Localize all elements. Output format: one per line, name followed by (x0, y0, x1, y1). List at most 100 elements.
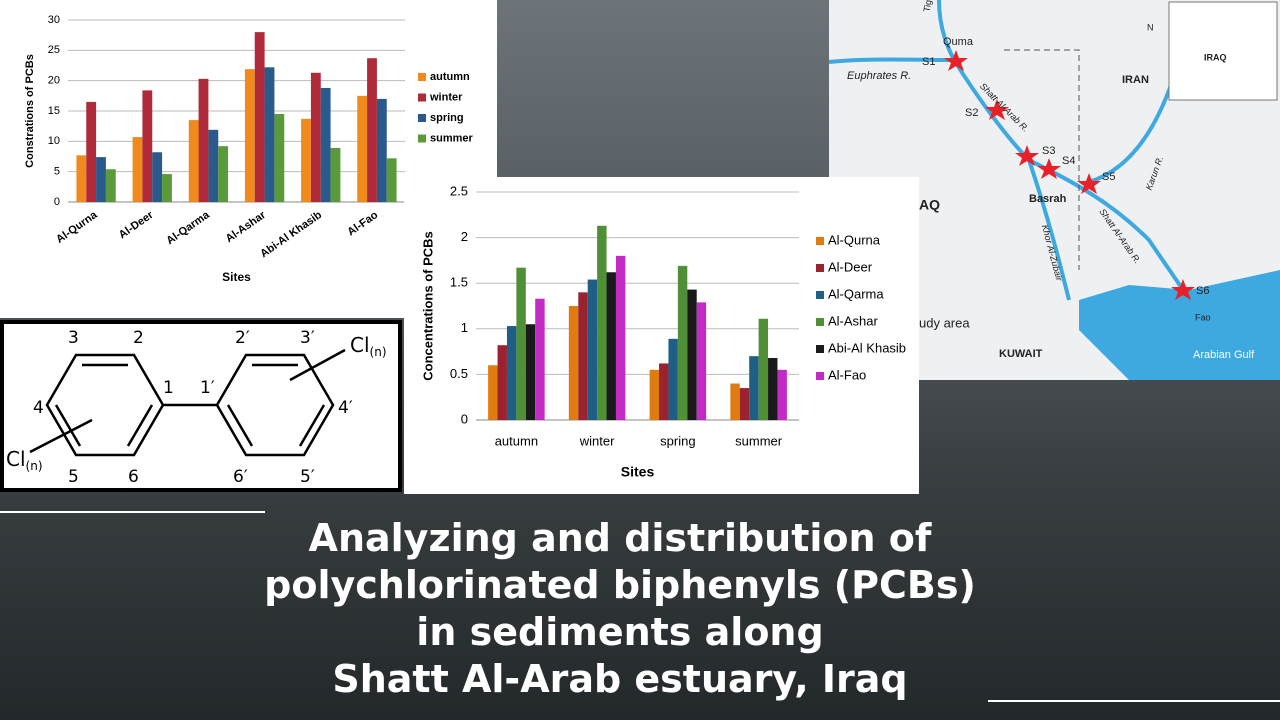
bar (96, 157, 106, 202)
x-tick-label: Al-Ashar (224, 209, 269, 246)
bar (386, 158, 397, 202)
y-axis-label: Constrations of PCBs (24, 54, 36, 168)
y-tick-label: 2.5 (450, 183, 468, 198)
legend-label: Al-Qurna (828, 232, 881, 247)
map-label: Quma (943, 36, 974, 48)
chart-sites: 0 5 10 15 20 25 30 Al-Qurna Al-Deer Al-Qarma Al-As… (0, 0, 497, 318)
title-line: Analyzing and distribution of (308, 516, 932, 560)
bar (274, 114, 285, 202)
bar (687, 289, 697, 420)
atom-label: 6 (128, 467, 139, 487)
atom-label: 1 (163, 378, 174, 398)
legend-label: Al-Fao (828, 367, 866, 382)
bar (330, 148, 341, 202)
x-axis-label: Sites (222, 270, 251, 284)
stations (944, 50, 1195, 300)
bar (132, 137, 143, 202)
bar (188, 120, 199, 202)
bar (497, 345, 507, 420)
bar (668, 338, 678, 420)
bar (208, 129, 219, 202)
y-tick-label: 0 (54, 196, 60, 208)
bar (730, 383, 740, 420)
bar (264, 67, 275, 202)
legend-label: summer (430, 132, 474, 144)
bar (568, 306, 579, 420)
rule (0, 511, 265, 513)
bar (254, 32, 265, 203)
title-line: Shatt Al-Arab estuary, Iraq (332, 657, 908, 701)
legend-label: Al-Deer (828, 259, 873, 274)
y-tick-label: 15 (48, 105, 60, 117)
atom-label: 3′ (300, 328, 315, 348)
chart-seasons: 0 0.5 1 1.5 2 2.5 autumn winter spring summer Al-Q… (404, 177, 919, 494)
x-tick-label: Al-Qurna (54, 209, 100, 246)
title: Analyzing and distribution of polychlori… (150, 515, 1090, 703)
y-tick-label: 25 (48, 44, 60, 56)
biphenyl-diagram: 3 2 1 1′ 2′ 3′ 4 4′ 5 6 6′ 5′ Cl(n) Cl(n… (0, 320, 402, 492)
title-line: in sediments along (416, 610, 824, 654)
substituent: Cl(n) (350, 333, 387, 359)
x-tick-label: Abi-Al Khasib (258, 209, 324, 260)
map-label: IRAQ (1204, 52, 1227, 62)
inset (1168, 1, 1278, 101)
map-label: udy area (919, 315, 970, 330)
substituent: Cl(n) (6, 447, 43, 473)
map-label: S2 (965, 107, 978, 119)
bar (696, 302, 707, 420)
frame (0, 320, 402, 492)
x-axis-label: Sites (621, 464, 655, 480)
bar (105, 169, 116, 202)
y-axis-label: Concentrations of PCBs (420, 231, 435, 381)
bar (516, 267, 526, 420)
x-tick-label: Al-Qarma (164, 209, 212, 248)
bar (578, 292, 588, 420)
bar (659, 363, 669, 420)
bar (606, 272, 616, 420)
map-label: AQ (919, 197, 940, 213)
map-label: S3 (1042, 145, 1055, 157)
atom-label: 2′ (235, 328, 250, 348)
legend-swatch (418, 114, 426, 122)
atom-label: 5 (68, 467, 79, 487)
bar (749, 356, 759, 420)
map-label: Basrah (1029, 193, 1067, 205)
legend-label: Al-Ashar (828, 313, 879, 328)
y-tick-label: 5 (54, 166, 60, 178)
map-label: Fao (1195, 312, 1211, 322)
y-tick-label: 0 (461, 411, 468, 426)
map-label: S4 (1062, 155, 1075, 167)
bar (142, 90, 153, 202)
rule (988, 700, 1280, 702)
bar (357, 95, 368, 202)
legend-swatch (816, 237, 824, 245)
legend-label: spring (430, 112, 464, 124)
bar (162, 174, 172, 202)
bar (587, 279, 598, 420)
atom-label: 5′ (300, 467, 315, 487)
atom-label: 4′ (338, 398, 353, 418)
map-label: Euphrates R. (847, 70, 911, 82)
map-label: S6 (1196, 285, 1209, 297)
map-label: S5 (1102, 171, 1115, 183)
x-tick-label: summer (735, 433, 783, 448)
map-label: IRAN (1122, 74, 1149, 86)
bar (758, 318, 769, 420)
bar (768, 357, 778, 420)
x-tick-label: winter (579, 433, 615, 448)
legend-swatch (418, 93, 426, 102)
y-tick-label: 30 (48, 14, 60, 26)
y-tick-label: 20 (48, 75, 60, 87)
bar (649, 369, 660, 420)
atom-labels: 3 2 1 1′ 2′ 3′ 4 4′ 5 6 6′ 5′ Cl(n) Cl(n… (6, 328, 387, 487)
y-tick-label: 10 (48, 135, 60, 147)
border (1004, 49, 1080, 270)
bar (525, 324, 536, 420)
title-line: polychlorinated biphenyls (PCBs) (264, 563, 976, 607)
atom-label: 4 (33, 398, 44, 418)
x-tick-label: Al-Fao (345, 209, 380, 239)
map-label: S1 (922, 56, 935, 68)
y-tick-label: 2 (461, 229, 468, 244)
bar (488, 365, 498, 420)
